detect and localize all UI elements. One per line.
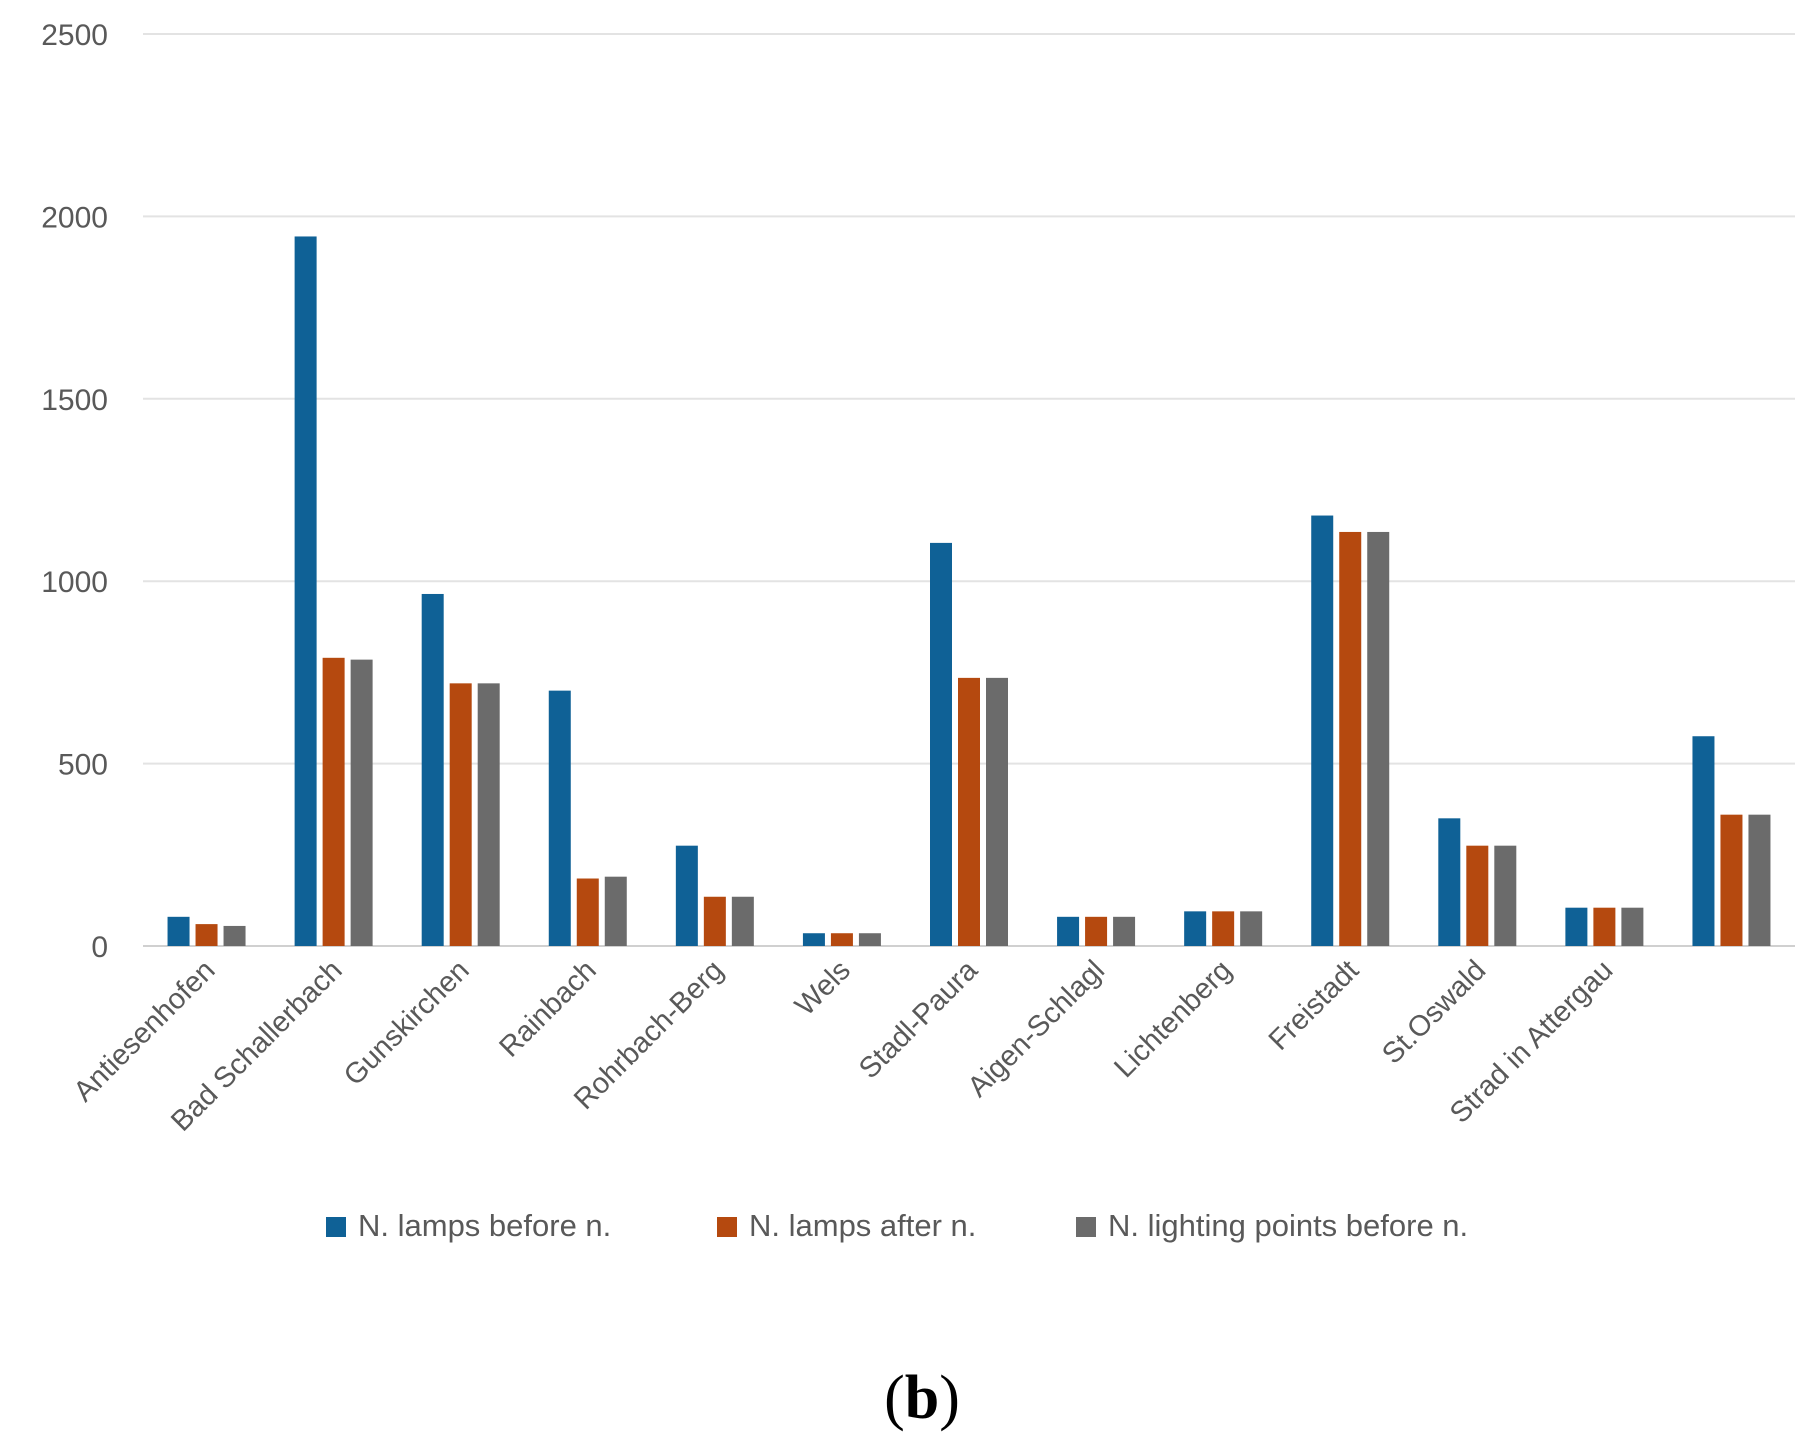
bar-bad-schallerbach-series-3 (350, 659, 373, 946)
bar-rainbach-series-2 (576, 878, 599, 946)
bars (167, 236, 1771, 947)
bar-rohrbach-berg-series-2 (703, 896, 726, 946)
bar-freistadt-series-3 (1367, 531, 1390, 946)
bar-strad-in-attergau-series-3 (1621, 907, 1644, 946)
gridlines (143, 33, 1795, 947)
bar-unlabeled-series-2 (1720, 814, 1743, 946)
bar-stadl-paura-series-2 (958, 677, 980, 946)
bar-gunskirchen-series-2 (449, 683, 472, 946)
y-tick-label: 1000 (41, 566, 108, 599)
bar-rohrbach-berg-series-3 (731, 896, 754, 946)
x-category-label: Stadl-Paura (853, 954, 985, 1086)
y-tick-label: 2500 (41, 19, 108, 52)
bar-freistadt-series-2 (1339, 531, 1362, 946)
bar-st-oswald-series-3 (1494, 845, 1517, 946)
legend: N. lamps before n. N. lamps after n. N. li… (326, 1208, 1468, 1243)
bar-unlabeled-series-3 (1748, 814, 1771, 946)
x-category-label: Lichtenberg (1108, 954, 1238, 1084)
x-category-label: Freistadt (1263, 954, 1365, 1056)
bar-stadl-paura-series-3 (986, 677, 1008, 946)
bar-aigen-schlagl-series-2 (1085, 916, 1108, 946)
x-category-label: Rainbach (493, 954, 602, 1063)
bar-strad-in-attergau-series-2 (1593, 907, 1616, 946)
bar-lichtenberg-series-3 (1240, 911, 1263, 946)
bar-unlabeled-series-1 (1692, 736, 1715, 946)
y-tick-label: 0 (91, 931, 108, 964)
bar-rainbach-series-3 (604, 876, 627, 946)
y-tick-label: 500 (58, 749, 108, 782)
x-category-label: Gunskirchen (338, 954, 476, 1092)
x-category-label: Aigen-Schlagl (962, 954, 1111, 1103)
bar-antiesenhofen-series-2 (195, 924, 218, 946)
y-tick-label: 1500 (41, 384, 108, 417)
bar-wels-series-1 (802, 933, 825, 946)
figure-caption: (b) (884, 1364, 960, 1432)
bar-aigen-schlagl-series-1 (1057, 916, 1080, 946)
bar-gunskirchen-series-1 (421, 593, 444, 946)
bar-strad-in-attergau-series-1 (1565, 907, 1588, 946)
y-axis-ticks: 0 500 1000 1500 2000 2500 (41, 19, 108, 964)
bar-aigen-schlagl-series-3 (1113, 916, 1136, 946)
bar-st-oswald-series-1 (1438, 818, 1461, 946)
x-category-label: Wels (789, 954, 857, 1022)
bar-rainbach-series-1 (548, 690, 571, 946)
bar-lichtenberg-series-1 (1184, 911, 1207, 946)
legend-swatch (326, 1217, 346, 1237)
legend-swatch (1076, 1217, 1096, 1237)
legend-label: N. lamps after n. (749, 1208, 976, 1243)
bar-lichtenberg-series-2 (1212, 911, 1235, 946)
bar-bad-schallerbach-series-1 (294, 236, 317, 947)
bar-stadl-paura-series-1 (930, 542, 952, 946)
legend-label: N. lamps before n. (358, 1208, 611, 1243)
bar-wels-series-3 (858, 933, 881, 946)
bar-gunskirchen-series-3 (477, 683, 500, 946)
bar-st-oswald-series-2 (1466, 845, 1489, 946)
bar-wels-series-2 (830, 933, 853, 946)
bar-antiesenhofen-series-3 (223, 925, 246, 946)
bar-rohrbach-berg-series-1 (675, 845, 698, 946)
bar-bad-schallerbach-series-2 (322, 657, 345, 946)
bar-antiesenhofen-series-1 (167, 916, 190, 946)
legend-label: N. lighting points before n. (1108, 1208, 1468, 1243)
y-tick-label: 2000 (41, 201, 108, 234)
x-category-label: St.Oswald (1376, 954, 1492, 1070)
legend-swatch (717, 1217, 737, 1237)
bar-freistadt-series-1 (1311, 515, 1334, 946)
